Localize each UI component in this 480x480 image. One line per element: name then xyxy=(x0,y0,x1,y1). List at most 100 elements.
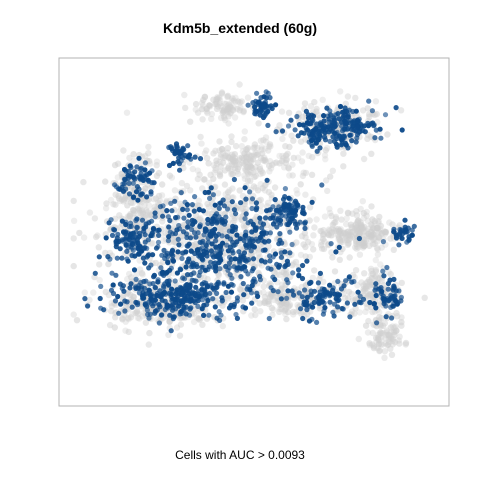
active-cell-point xyxy=(219,220,225,226)
background-cell-point xyxy=(240,107,247,115)
active-cell-point xyxy=(172,198,178,204)
active-cell-point xyxy=(176,242,182,248)
background-cell-point xyxy=(235,157,243,164)
active-cell-point xyxy=(103,235,109,241)
background-cell-point xyxy=(107,307,115,315)
background-cell-point xyxy=(319,96,326,104)
background-cell-point xyxy=(374,344,381,352)
active-cell-point xyxy=(304,121,310,127)
background-cell-point xyxy=(344,241,351,248)
active-cell-point xyxy=(300,210,306,216)
active-cell-point xyxy=(253,108,259,114)
active-cell-point xyxy=(384,264,390,271)
background-cell-point xyxy=(262,134,270,141)
background-cell-point xyxy=(298,310,305,317)
active-cell-point xyxy=(140,293,146,299)
active-cell-point xyxy=(186,212,192,218)
background-cell-point xyxy=(262,145,269,152)
active-cell-point xyxy=(332,124,338,130)
active-cell-point xyxy=(249,205,255,212)
background-cell-point xyxy=(258,146,265,153)
background-cell-point xyxy=(351,310,358,317)
background-cell-point xyxy=(228,171,235,178)
background-cell-point xyxy=(340,163,347,170)
background-cell-point xyxy=(376,314,383,321)
active-cell-point xyxy=(386,298,392,304)
active-cell-point xyxy=(200,257,206,263)
background-cell-point xyxy=(112,314,119,321)
background-cell-point xyxy=(216,147,223,154)
active-cell-point xyxy=(155,227,161,234)
background-cell-point xyxy=(255,120,262,127)
active-cell-point xyxy=(292,127,298,133)
background-cell-point xyxy=(381,320,388,327)
background-cell-point xyxy=(81,289,89,296)
background-cell-point xyxy=(230,194,237,201)
background-cell-point xyxy=(235,170,242,177)
active-cell-point xyxy=(277,231,283,237)
background-cell-point xyxy=(219,146,226,153)
background-cell-point xyxy=(216,171,224,178)
background-cell-point xyxy=(206,179,213,187)
background-cell-point xyxy=(368,237,375,244)
active-cell-point xyxy=(136,251,142,257)
active-cell-point xyxy=(122,298,128,304)
active-cell-point xyxy=(238,200,244,206)
active-cell-point xyxy=(131,194,137,200)
background-cell-point xyxy=(263,138,270,145)
active-cell-point xyxy=(357,293,363,299)
background-cell-point xyxy=(178,179,186,187)
active-cell-point xyxy=(308,121,314,127)
background-cell-point xyxy=(153,162,160,169)
active-cell-point xyxy=(296,290,302,296)
background-cell-point xyxy=(220,149,227,156)
active-cell-point xyxy=(152,308,159,314)
active-cell-point xyxy=(160,203,166,209)
background-cell-point xyxy=(377,329,384,336)
background-cell-point xyxy=(124,213,132,220)
background-cell-point xyxy=(286,143,293,151)
active-cell-point xyxy=(365,123,372,129)
active-cell-point xyxy=(142,302,148,308)
background-cell-point xyxy=(325,226,333,233)
active-cell-point xyxy=(111,227,118,233)
active-cell-point xyxy=(267,258,273,264)
background-cell-point xyxy=(366,242,373,250)
active-cell-point xyxy=(285,216,291,222)
background-cell-point xyxy=(376,347,383,355)
active-cell-point xyxy=(217,266,223,272)
active-cell-point xyxy=(235,265,241,271)
active-cell-point xyxy=(229,199,235,205)
active-cell-point xyxy=(373,305,379,311)
active-cell-point xyxy=(182,293,188,299)
background-cell-point xyxy=(341,236,348,244)
background-cell-point xyxy=(345,294,352,302)
background-cell-point xyxy=(337,230,344,237)
background-cell-point xyxy=(393,309,400,317)
background-cell-point xyxy=(339,238,346,246)
background-cell-point xyxy=(343,220,350,228)
background-cell-point xyxy=(316,305,324,312)
active-cell-point xyxy=(213,244,219,250)
background-cell-point xyxy=(349,228,356,235)
active-cell-point xyxy=(115,293,121,300)
background-cell-point xyxy=(212,147,219,154)
background-cell-point xyxy=(386,332,393,340)
background-cell-point xyxy=(92,233,100,241)
active-cell-point xyxy=(98,305,104,311)
background-cell-point xyxy=(176,200,184,207)
active-cell-point xyxy=(322,137,329,143)
background-cell-point xyxy=(254,144,261,152)
background-cell-point xyxy=(156,197,163,204)
active-cell-point xyxy=(342,118,348,125)
background-cell-point xyxy=(385,331,392,339)
background-cell-point xyxy=(229,95,236,102)
background-cell-point xyxy=(343,215,350,222)
background-cell-point xyxy=(224,194,232,201)
background-cell-point xyxy=(247,177,254,185)
active-cell-point xyxy=(278,254,285,260)
background-cell-point xyxy=(362,232,370,239)
background-cell-point xyxy=(143,214,151,222)
background-cell-point xyxy=(319,232,327,239)
